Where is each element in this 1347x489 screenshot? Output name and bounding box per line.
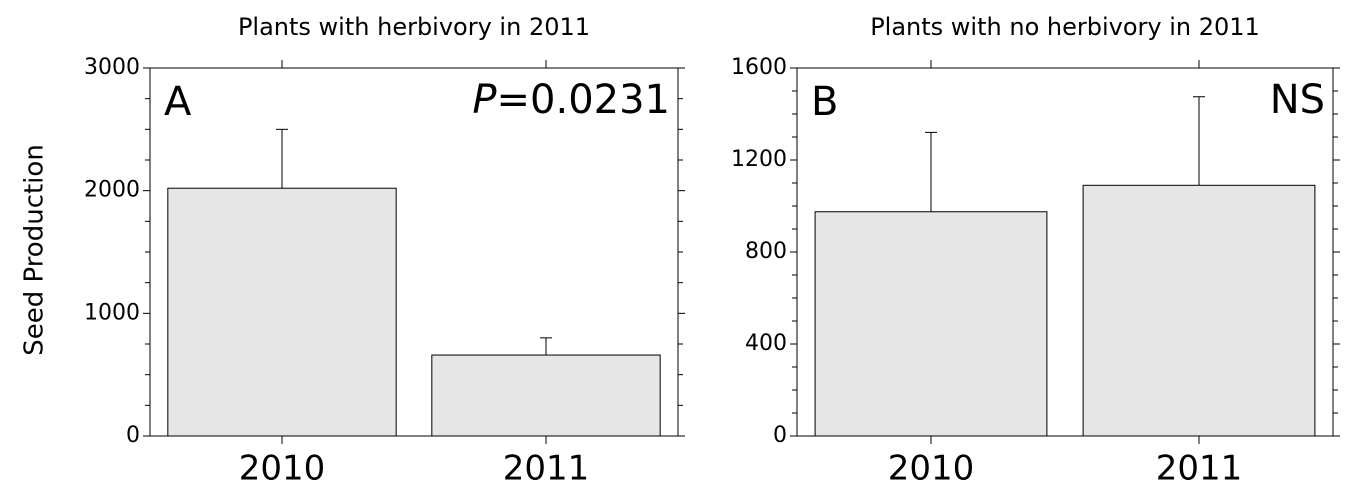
y-tick-label: 400 — [745, 331, 787, 356]
bar — [814, 211, 1048, 437]
x-tick-label: 2011 — [1156, 449, 1243, 489]
y-tick-label: 0 — [126, 423, 140, 448]
y-axis-label: Seed Production — [20, 144, 50, 356]
chart-title: Plants with no herbivory in 2011 — [870, 13, 1260, 41]
y-tick-label: 1600 — [731, 55, 787, 80]
bar — [431, 354, 661, 437]
annotation-part: NS — [1270, 77, 1325, 123]
y-tick-label: 2000 — [84, 178, 140, 203]
panel-label: B — [811, 79, 838, 125]
annotation: NS — [1270, 77, 1325, 123]
y-tick-label: 1200 — [731, 147, 787, 172]
y-tick-label: 1000 — [84, 300, 140, 325]
y-tick-label: 800 — [745, 239, 787, 264]
bar — [167, 187, 397, 437]
annotation-part: =0.0231 — [497, 77, 670, 123]
annotation: P=0.0231 — [472, 77, 670, 123]
x-tick-label: 2010 — [888, 449, 975, 489]
chart-title: Plants with herbivory in 2011 — [238, 13, 590, 41]
x-tick-label: 2010 — [239, 449, 326, 489]
y-tick-label: 0 — [773, 423, 787, 448]
annotation-part: P — [472, 77, 497, 123]
bar — [1082, 184, 1316, 437]
panel-label: A — [164, 79, 192, 125]
x-tick-label: 2011 — [503, 449, 590, 489]
y-tick-label: 3000 — [84, 55, 140, 80]
